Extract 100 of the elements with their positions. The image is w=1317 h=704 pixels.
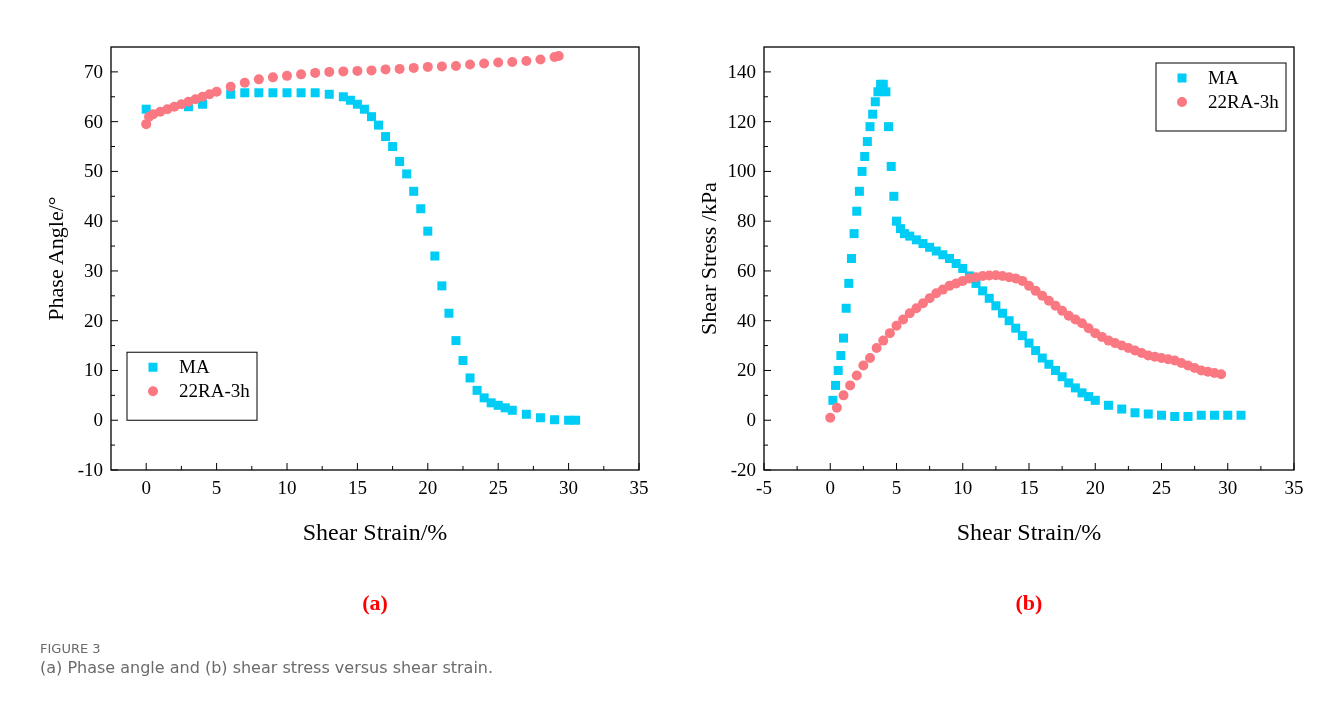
- point: [254, 88, 264, 98]
- x-tick-label: 5: [211, 477, 222, 498]
- point: [550, 415, 560, 425]
- x-tick-label: 20: [418, 477, 438, 498]
- point: [521, 55, 532, 66]
- x-tick-label: 15: [347, 477, 367, 498]
- point: [366, 112, 376, 122]
- y-tick-label: 10: [84, 359, 103, 381]
- x-tick-label: 30: [559, 477, 579, 498]
- point: [381, 132, 391, 142]
- point: [402, 169, 412, 179]
- point: [479, 393, 489, 403]
- point: [437, 281, 447, 291]
- point: [1216, 369, 1227, 380]
- x-tick-label: -5: [756, 477, 772, 498]
- x-axis-title: Shear Strain/%: [302, 519, 448, 545]
- point: [507, 56, 518, 67]
- point: [450, 60, 461, 71]
- y-tick-label: 120: [727, 110, 756, 132]
- point: [858, 360, 869, 371]
- point: [430, 251, 440, 261]
- point: [310, 88, 320, 98]
- point: [472, 385, 482, 395]
- x-tick-label: 10: [953, 477, 973, 498]
- x-tick-label: 15: [1019, 477, 1039, 498]
- point: [239, 77, 250, 88]
- caption: FIGURE 3: [40, 641, 101, 656]
- point: [838, 390, 849, 401]
- y-tick-label: 0: [746, 409, 756, 431]
- y-tick-label: -20: [730, 459, 756, 480]
- point: [1037, 290, 1048, 301]
- point: [458, 356, 468, 366]
- point: [395, 156, 405, 166]
- y-tick-label: 40: [737, 309, 756, 331]
- y-tick-label: 30: [84, 259, 103, 281]
- y-tick-label: 80: [737, 210, 756, 232]
- point: [898, 314, 909, 325]
- text: (a) Phase angle and (b) shear stress versus shear strain.: [40, 658, 494, 677]
- y-tick-label: 50: [84, 160, 103, 182]
- point: [1017, 275, 1028, 286]
- point: [240, 88, 250, 98]
- x-tick-label: 35: [629, 477, 649, 498]
- point: [479, 58, 490, 69]
- point: [338, 66, 349, 77]
- point: [211, 86, 222, 97]
- y-tick-label: 0: [93, 409, 103, 431]
- point: [444, 308, 454, 318]
- point: [831, 402, 842, 413]
- point: [267, 72, 278, 83]
- point: [352, 65, 363, 76]
- point: [366, 65, 377, 76]
- point: [521, 409, 531, 419]
- x-tick-label: 20: [1085, 477, 1105, 498]
- y-axis-title: Phase Angle/°: [43, 196, 68, 321]
- point: [408, 62, 419, 73]
- y-tick-label: 70: [84, 60, 103, 82]
- point: [535, 54, 546, 65]
- point: [891, 320, 902, 331]
- point: [282, 70, 292, 81]
- legend-label: 22RA-3h: [1208, 91, 1280, 112]
- text: (a): [362, 590, 388, 615]
- x-tick-label: 25: [1152, 477, 1171, 498]
- point: [918, 298, 928, 309]
- point: [225, 81, 236, 92]
- point: [904, 308, 915, 319]
- y-tick-label: 40: [84, 210, 103, 232]
- point: [1043, 295, 1054, 306]
- point: [493, 57, 504, 68]
- point: [1083, 323, 1094, 334]
- y-tick-label: 60: [84, 110, 103, 132]
- point: [409, 186, 419, 196]
- point: [571, 415, 581, 425]
- legend-label: MA: [179, 356, 210, 378]
- x-axis-title: Shear Strain/%: [956, 519, 1102, 545]
- point: [268, 88, 278, 98]
- point: [422, 61, 433, 72]
- x-tick-label: 25: [488, 477, 508, 498]
- point: [359, 104, 369, 114]
- y-tick-label: 60: [737, 259, 756, 281]
- x-tick-label: 0: [141, 477, 151, 498]
- y-tick-label: 20: [84, 309, 103, 331]
- y-axis-title: Shear Stress /kPa: [696, 181, 721, 335]
- point: [394, 63, 405, 74]
- x-tick-label: 0: [825, 477, 835, 498]
- point: [253, 74, 264, 85]
- x-tick-label: 10: [277, 477, 297, 498]
- y-tick-label: 140: [727, 60, 756, 82]
- point: [324, 89, 334, 99]
- legend-label: 22RA-3h: [179, 380, 251, 402]
- point: [324, 66, 335, 77]
- point: [507, 405, 517, 415]
- point: [310, 67, 321, 78]
- point: [451, 336, 461, 346]
- point: [535, 413, 545, 423]
- y-tick-label: 20: [737, 359, 756, 381]
- point: [465, 59, 476, 70]
- point: [1057, 305, 1068, 316]
- point: [423, 226, 433, 236]
- point: [871, 343, 882, 354]
- point: [380, 64, 391, 75]
